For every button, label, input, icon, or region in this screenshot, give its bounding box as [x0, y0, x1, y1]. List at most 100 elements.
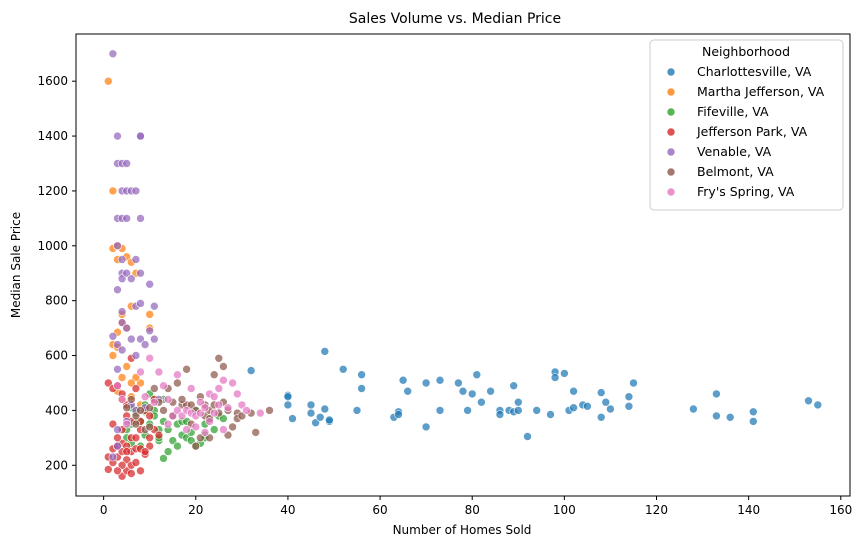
data-point: [283, 392, 293, 402]
legend: Neighborhood Charlottesville, VA Martha J…: [649, 39, 844, 211]
data-point: [108, 331, 118, 341]
series-3: [104, 353, 164, 481]
data-point: [159, 406, 168, 415]
data-point: [320, 404, 330, 414]
x-tick-label: 120: [645, 503, 668, 517]
data-point: [122, 419, 131, 429]
data-point: [122, 159, 131, 168]
data-point: [113, 425, 122, 434]
data-point: [113, 285, 122, 295]
data-point: [122, 403, 131, 413]
data-point: [136, 466, 145, 476]
data-point: [532, 406, 542, 415]
data-point: [117, 255, 127, 264]
data-point: [748, 417, 758, 426]
data-point: [813, 400, 823, 410]
data-point: [205, 417, 214, 426]
data-point: [200, 428, 210, 437]
plot-area-frame: [75, 33, 851, 497]
data-point: [546, 410, 555, 419]
legend-marker: [666, 187, 676, 197]
y-tick-label: 800: [45, 294, 68, 308]
data-point: [145, 441, 154, 451]
data-point: [523, 432, 532, 441]
data-point: [596, 412, 606, 422]
data-point: [394, 410, 403, 419]
legend-label: Venable, VA: [697, 144, 772, 159]
data-point: [288, 414, 297, 423]
data-point: [251, 428, 260, 437]
data-point: [127, 274, 136, 284]
data-point: [131, 419, 141, 429]
data-point: [237, 400, 247, 410]
data-point: [214, 400, 224, 410]
data-point: [136, 367, 145, 377]
series-6: [113, 353, 265, 437]
data-point: [117, 460, 127, 470]
data-point: [122, 362, 131, 371]
data-point: [306, 400, 316, 410]
data-point: [182, 364, 191, 374]
legend-marker: [666, 167, 676, 177]
data-point: [550, 373, 560, 382]
x-axis: 0 20 40 60 80 100 120 140 160: [100, 496, 852, 517]
data-point: [486, 386, 495, 396]
data-point: [113, 131, 122, 141]
data-point: [136, 299, 145, 308]
data-point: [689, 404, 698, 414]
data-point: [145, 403, 154, 413]
data-point: [712, 411, 721, 421]
series-0: [246, 347, 823, 441]
series-5: [122, 353, 274, 451]
data-point: [352, 406, 362, 415]
data-point: [108, 419, 118, 429]
x-tick-label: 20: [188, 503, 203, 517]
x-tick-label: 40: [280, 503, 295, 517]
data-point: [306, 408, 316, 418]
data-point: [191, 441, 201, 451]
data-point: [136, 268, 145, 278]
data-point: [104, 378, 113, 388]
data-point: [173, 370, 182, 380]
data-point: [458, 386, 468, 396]
data-point: [136, 131, 145, 141]
data-point: [177, 395, 187, 404]
legend-label: Jefferson Park, VA: [696, 124, 808, 139]
data-point: [624, 392, 634, 402]
data-point: [113, 433, 122, 443]
legend-marker: [666, 87, 676, 97]
y-axis-label: Median Sale Price: [9, 212, 23, 318]
data-point: [242, 406, 251, 415]
data-point: [117, 318, 127, 327]
data-point: [513, 397, 523, 407]
y-tick-label: 1000: [37, 239, 68, 253]
data-point: [265, 406, 274, 415]
legend-marker: [666, 67, 676, 77]
data-point: [601, 397, 611, 407]
data-point: [421, 422, 431, 432]
data-point: [173, 378, 182, 388]
data-point: [145, 279, 154, 289]
chart-title: Sales Volume vs. Median Price: [349, 11, 561, 27]
data-point: [209, 370, 219, 380]
y-tick-label: 600: [45, 349, 68, 363]
data-point: [214, 353, 224, 363]
data-point: [472, 370, 482, 380]
data-point: [173, 441, 182, 451]
data-point: [182, 425, 191, 434]
data-point: [228, 378, 237, 388]
y-tick-label: 400: [45, 403, 68, 417]
data-point: [113, 364, 122, 374]
data-point: [214, 384, 224, 393]
data-point: [477, 397, 486, 407]
data-point: [338, 364, 348, 374]
legend-label: Belmont, VA: [697, 164, 774, 179]
data-point: [140, 447, 150, 456]
data-point: [463, 406, 472, 415]
data-point: [127, 469, 136, 478]
data-point: [136, 406, 145, 415]
data-point: [712, 389, 721, 399]
data-point: [136, 378, 145, 388]
data-point: [237, 411, 247, 421]
data-point: [113, 466, 122, 476]
